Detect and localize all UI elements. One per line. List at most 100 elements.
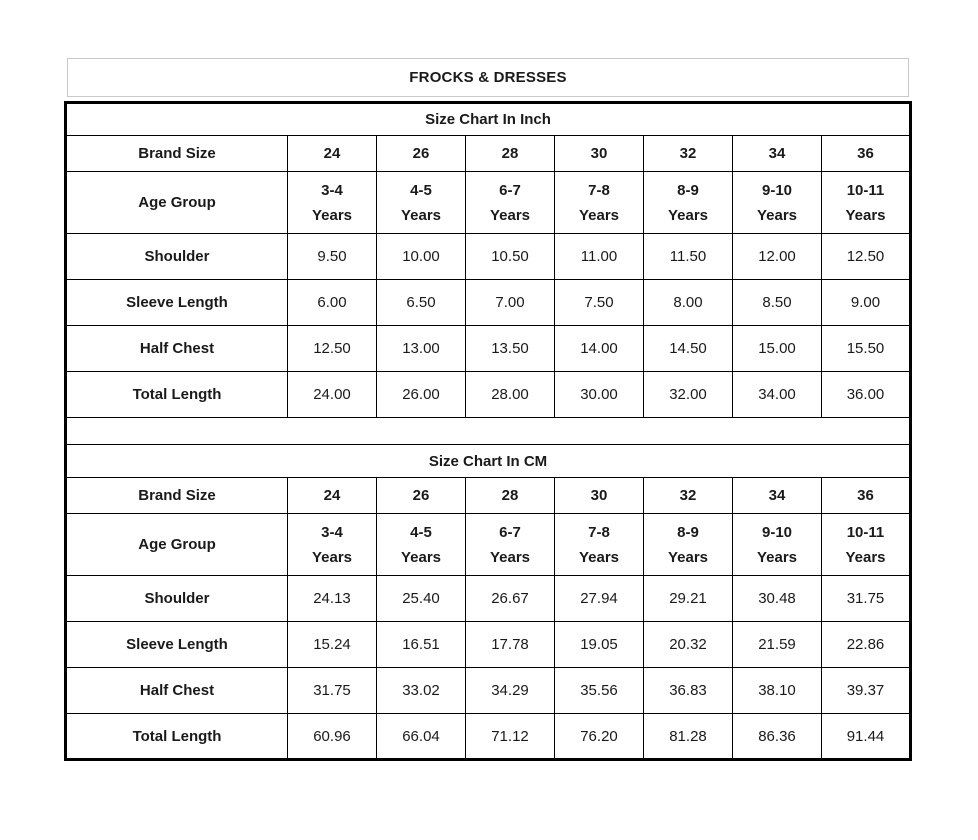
brand-size-value: 32 bbox=[643, 135, 733, 172]
measurement-value: 39.37 bbox=[821, 667, 911, 714]
measurement-row-sleeve-inch: Sleeve Length 6.00 6.50 7.00 7.50 8.00 8… bbox=[65, 279, 911, 326]
measurement-value: 12.50 bbox=[821, 233, 911, 280]
age-years: Years bbox=[489, 206, 531, 224]
age-group-value: 10-11 Years bbox=[821, 513, 911, 576]
measurement-value: 31.75 bbox=[287, 667, 377, 714]
measurement-value: 25.40 bbox=[376, 575, 466, 622]
measurement-value: 8.00 bbox=[643, 279, 733, 326]
brand-size-value: 34 bbox=[732, 135, 822, 172]
measurement-value: 38.10 bbox=[732, 667, 822, 714]
measurement-value: 21.59 bbox=[732, 621, 822, 668]
age-group-value: 6-7 Years bbox=[465, 513, 555, 576]
measurement-row-totallength-inch: Total Length 24.00 26.00 28.00 30.00 32.… bbox=[65, 371, 911, 418]
section-heading-cm: Size Chart In CM bbox=[65, 444, 911, 478]
age-group-row-inch: Age Group 3-4 Years 4-5 Years 6-7 Years … bbox=[65, 171, 911, 234]
page-title: FROCKS & DRESSES bbox=[67, 58, 909, 97]
measurement-value: 10.50 bbox=[465, 233, 555, 280]
measurement-value: 31.75 bbox=[821, 575, 911, 622]
row-label: Half Chest bbox=[65, 667, 288, 714]
age-group-value: 8-9 Years bbox=[643, 513, 733, 576]
age-group-value: 10-11 Years bbox=[821, 171, 911, 234]
measurement-value: 14.00 bbox=[554, 325, 644, 372]
measurement-value: 7.50 bbox=[554, 279, 644, 326]
measurement-value: 33.02 bbox=[376, 667, 466, 714]
measurement-value: 14.50 bbox=[643, 325, 733, 372]
section-heading-inch: Size Chart In Inch bbox=[65, 102, 911, 136]
measurement-value: 19.05 bbox=[554, 621, 644, 668]
measurement-value: 34.29 bbox=[465, 667, 555, 714]
brand-size-label: Brand Size bbox=[65, 135, 288, 172]
measurement-value: 11.00 bbox=[554, 233, 644, 280]
brand-size-value: 26 bbox=[376, 477, 466, 514]
age-years: Years bbox=[578, 206, 620, 224]
age-range: 7-8 bbox=[588, 523, 610, 541]
measurement-value: 36.00 bbox=[821, 371, 911, 418]
measurement-value: 86.36 bbox=[732, 713, 822, 760]
age-group-value: 3-4 Years bbox=[287, 171, 377, 234]
age-years: Years bbox=[756, 206, 798, 224]
measurement-value: 15.50 bbox=[821, 325, 911, 372]
brand-size-value: 36 bbox=[821, 477, 911, 514]
measurement-value: 6.00 bbox=[287, 279, 377, 326]
brand-size-value: 24 bbox=[287, 135, 377, 172]
measurement-value: 7.00 bbox=[465, 279, 555, 326]
measurement-value: 30.00 bbox=[554, 371, 644, 418]
measurement-value: 26.00 bbox=[376, 371, 466, 418]
age-group-label: Age Group bbox=[65, 171, 288, 234]
measurement-value: 10.00 bbox=[376, 233, 466, 280]
age-range: 10-11 bbox=[846, 181, 885, 199]
age-group-value: 4-5 Years bbox=[376, 513, 466, 576]
row-label: Shoulder bbox=[65, 575, 288, 622]
brand-size-value: 36 bbox=[821, 135, 911, 172]
measurement-row-halfchest-inch: Half Chest 12.50 13.00 13.50 14.00 14.50… bbox=[65, 325, 911, 372]
measurement-value: 29.21 bbox=[643, 575, 733, 622]
measurement-value: 32.00 bbox=[643, 371, 733, 418]
brand-size-row-inch: Brand Size 24 26 28 30 32 34 36 bbox=[65, 135, 911, 172]
age-range: 6-7 bbox=[499, 523, 521, 541]
age-years: Years bbox=[756, 548, 798, 566]
measurement-value: 20.32 bbox=[643, 621, 733, 668]
age-years: Years bbox=[400, 206, 442, 224]
age-group-value: 4-5 Years bbox=[376, 171, 466, 234]
age-range: 8-9 bbox=[677, 181, 699, 199]
age-range: 8-9 bbox=[677, 523, 699, 541]
brand-size-value: 28 bbox=[465, 135, 555, 172]
age-years: Years bbox=[578, 548, 620, 566]
age-range: 10-11 bbox=[846, 523, 885, 541]
measurement-value: 15.00 bbox=[732, 325, 822, 372]
section-header-row-inch: Size Chart In Inch bbox=[65, 102, 911, 136]
measurement-value: 30.48 bbox=[732, 575, 822, 622]
age-years: Years bbox=[311, 548, 353, 566]
age-group-value: 8-9 Years bbox=[643, 171, 733, 234]
age-range: 3-4 bbox=[321, 181, 343, 199]
age-range: 9-10 bbox=[761, 523, 793, 541]
age-years: Years bbox=[667, 548, 709, 566]
brand-size-value: 28 bbox=[465, 477, 555, 514]
brand-size-value: 34 bbox=[732, 477, 822, 514]
measurement-value: 24.00 bbox=[287, 371, 377, 418]
row-label: Total Length bbox=[65, 371, 288, 418]
measurement-value: 28.00 bbox=[465, 371, 555, 418]
brand-size-value: 30 bbox=[554, 477, 644, 514]
measurement-value: 26.67 bbox=[465, 575, 555, 622]
measurement-value: 16.51 bbox=[376, 621, 466, 668]
brand-size-value: 30 bbox=[554, 135, 644, 172]
brand-size-row-cm: Brand Size 24 26 28 30 32 34 36 bbox=[65, 477, 911, 514]
measurement-value: 12.50 bbox=[287, 325, 377, 372]
measurement-value: 13.00 bbox=[376, 325, 466, 372]
age-group-value: 9-10 Years bbox=[732, 171, 822, 234]
row-label: Sleeve Length bbox=[65, 621, 288, 668]
measurement-value: 15.24 bbox=[287, 621, 377, 668]
measurement-value: 35.56 bbox=[554, 667, 644, 714]
measurement-value: 71.12 bbox=[465, 713, 555, 760]
measurement-row-totallength-cm: Total Length 60.96 66.04 71.12 76.20 81.… bbox=[65, 713, 911, 760]
measurement-value: 60.96 bbox=[287, 713, 377, 760]
age-range: 7-8 bbox=[588, 181, 610, 199]
row-label: Shoulder bbox=[65, 233, 288, 280]
measurement-value: 76.20 bbox=[554, 713, 644, 760]
section-spacer bbox=[65, 417, 911, 445]
age-group-value: 6-7 Years bbox=[465, 171, 555, 234]
measurement-value: 12.00 bbox=[732, 233, 822, 280]
measurement-value: 13.50 bbox=[465, 325, 555, 372]
